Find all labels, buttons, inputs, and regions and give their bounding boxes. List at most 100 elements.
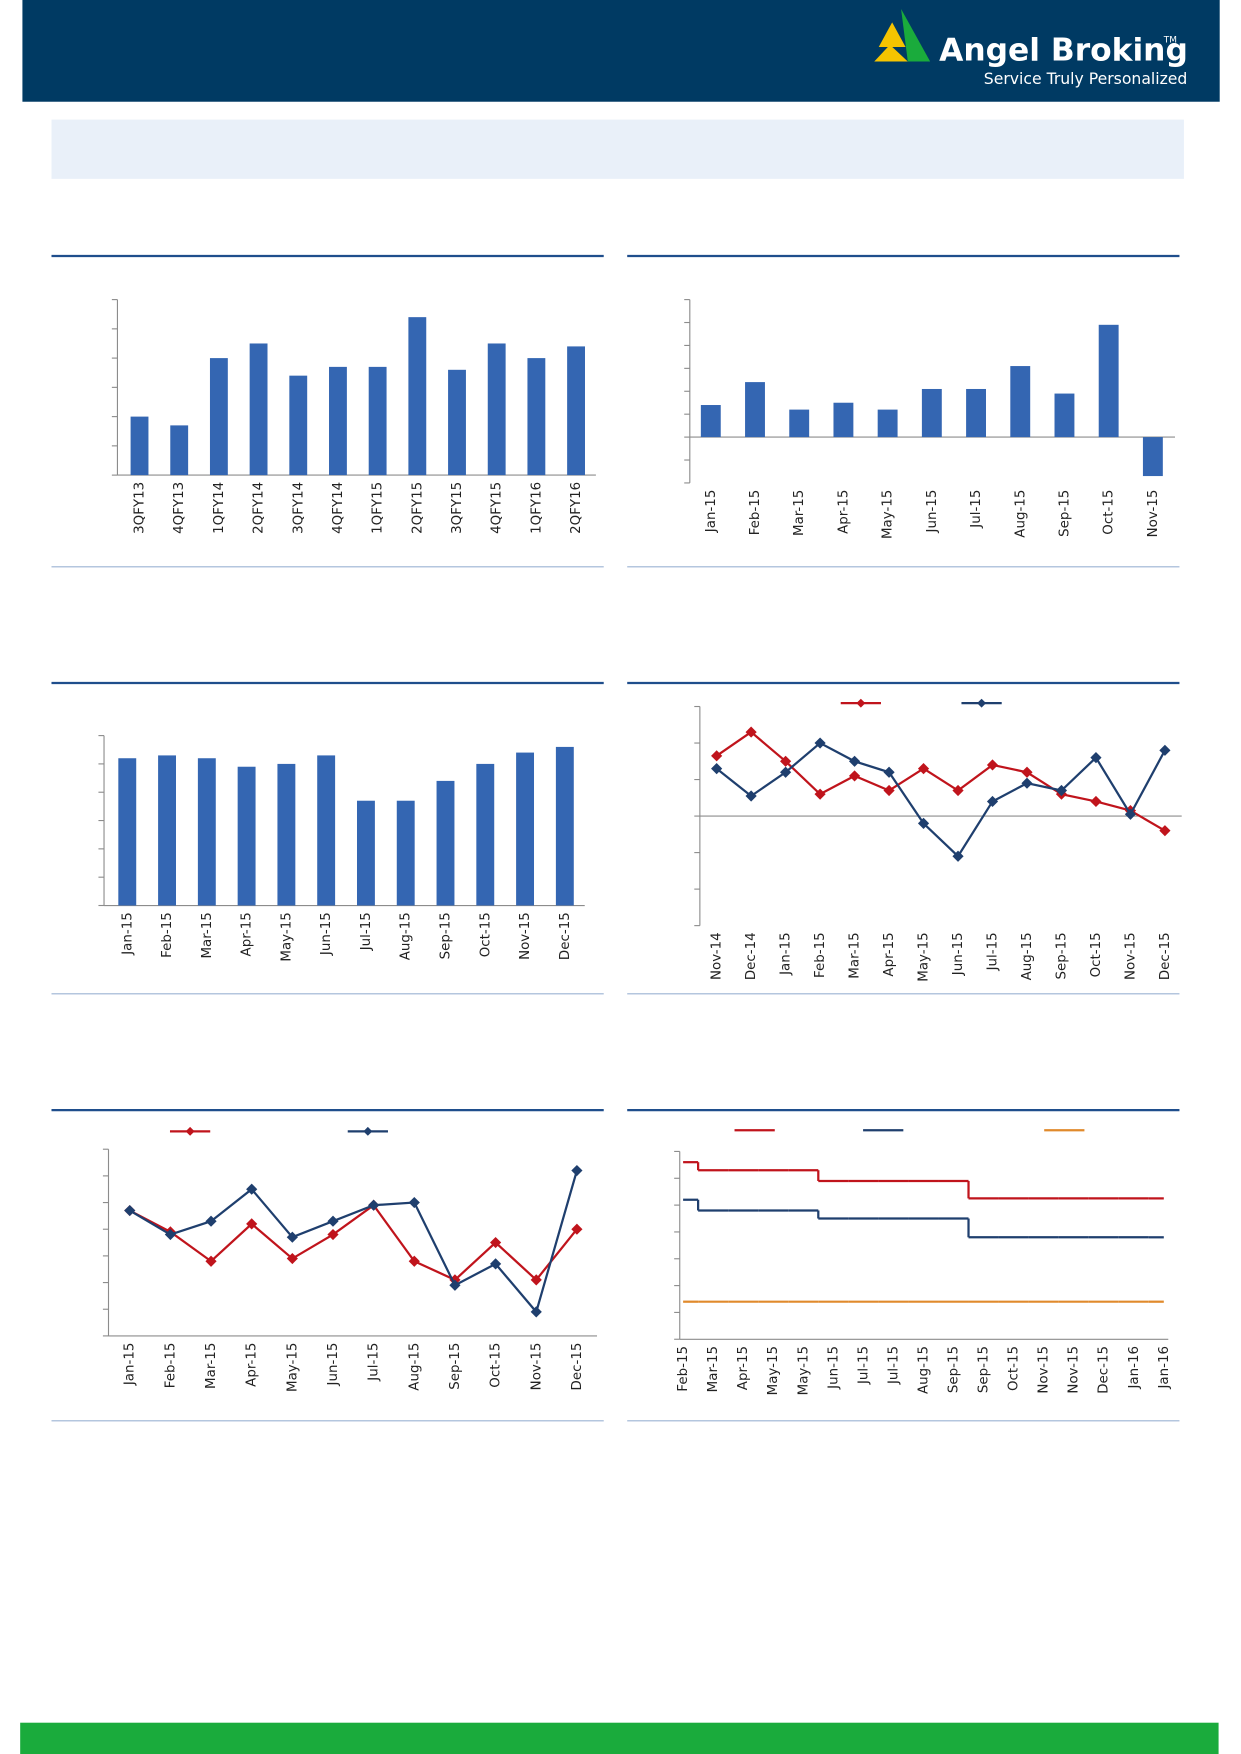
x-tick-label: Aug-15 (1013, 490, 1028, 538)
x-tick-label: 1QFY16 (529, 482, 544, 534)
x-tick-label: Feb-15 (676, 1346, 691, 1392)
x-tick-label: Sep-15 (1057, 490, 1072, 537)
point-marker (124, 1204, 136, 1217)
x-tick-label: Sep-15 (448, 1343, 463, 1390)
panel-rules (51, 254, 1180, 1112)
x-tick-label: Apr-15 (882, 932, 897, 976)
line-series (129, 1170, 578, 1315)
bar (1142, 437, 1163, 477)
x-tick-label: Apr-15 (240, 912, 255, 956)
x-tick-label: Apr-15 (736, 1346, 751, 1390)
bar (476, 763, 495, 906)
x-tick-label: Aug-15 (399, 912, 414, 960)
bar (921, 388, 942, 438)
x-tick-label: Dec-14 (744, 932, 759, 980)
footer-band (20, 1722, 1219, 1754)
x-tick-label: Jan-16 (1127, 1346, 1142, 1390)
x-tick-label: 2QFY16 (569, 482, 584, 534)
x-tick-label: Jul-15 (986, 932, 1001, 971)
point-marker (408, 1255, 420, 1267)
x-tick-label: 2QFY14 (252, 482, 267, 534)
bar (130, 416, 149, 476)
logo-icon (874, 8, 931, 62)
point-marker (490, 1236, 502, 1249)
logo-name: Angel Broking (939, 32, 1188, 68)
x-tick-label: Sep-15 (1054, 932, 1069, 979)
x-tick-label: Jan-15 (123, 1343, 138, 1387)
x-tick-label: Sep-15 (977, 1346, 992, 1393)
point-marker (848, 755, 861, 767)
bar (118, 758, 137, 906)
title-box (51, 119, 1184, 179)
bar (289, 375, 308, 476)
point-marker (780, 766, 792, 778)
bar (436, 780, 455, 906)
x-tick-label: May-15 (917, 932, 932, 981)
point-marker (917, 763, 930, 775)
bar (487, 343, 506, 476)
x-tick-label: Sep-15 (946, 1346, 961, 1393)
x-tick-label: Sep-15 (439, 912, 454, 959)
bar (356, 800, 375, 906)
point-marker (883, 784, 895, 797)
x-tick-label: 3QFY13 (133, 482, 148, 534)
point-marker (408, 1196, 420, 1209)
x-tick-label: Feb-15 (160, 912, 175, 958)
bar (833, 402, 854, 438)
legend-marker (185, 1126, 195, 1136)
bar (396, 800, 415, 906)
x-tick-label: Jul-15 (856, 1346, 871, 1385)
bar (567, 346, 585, 476)
bar (555, 746, 574, 906)
bar (877, 409, 898, 438)
bar (516, 752, 535, 906)
x-tick-label: Mar-15 (200, 912, 215, 958)
bar (527, 358, 546, 476)
x-tick-label: 1QFY14 (212, 482, 227, 534)
x-tick-label: Aug-15 (1020, 932, 1035, 980)
legend-marker (856, 698, 866, 708)
x-tick-label: 4QFY15 (490, 482, 505, 534)
point-marker (1090, 795, 1102, 808)
x-tick-label: Aug-15 (916, 1346, 931, 1394)
point-marker (1090, 752, 1102, 764)
line-series (129, 1203, 578, 1282)
x-tick-label: Jun-15 (826, 1346, 841, 1390)
point-marker (571, 1164, 583, 1177)
x-tick-label: 2QFY15 (410, 482, 425, 534)
logo-tm: TM (1163, 35, 1177, 45)
point-marker (1055, 784, 1068, 797)
legend-marker (977, 698, 987, 708)
bar (448, 369, 466, 476)
point-marker (286, 1231, 298, 1243)
bar (317, 755, 336, 906)
bar (277, 763, 296, 906)
x-tick-label: Jun-15 (925, 490, 940, 534)
x-tick-label: Feb-15 (748, 490, 763, 536)
point-marker (1159, 825, 1171, 837)
x-tick-label: Dec-15 (1097, 1346, 1112, 1394)
x-tick-label: 4QFY14 (331, 482, 346, 534)
bar (368, 366, 387, 476)
x-tick-label: Mar-15 (204, 1343, 219, 1389)
point-marker (205, 1215, 217, 1227)
point-marker (848, 770, 861, 782)
x-tick-label: Jun-15 (319, 912, 334, 956)
x-tick-label: 3QFY14 (291, 482, 306, 534)
bar (249, 343, 268, 476)
x-tick-label: Oct-15 (1089, 932, 1104, 977)
x-tick-label: 1QFY15 (371, 482, 386, 534)
x-tick-label: Jun-15 (951, 932, 966, 976)
point-marker (1159, 744, 1171, 756)
x-tick-label: Nov-14 (710, 932, 725, 980)
x-tick-label: Jan-15 (704, 490, 719, 534)
point-marker (1124, 808, 1137, 820)
x-tick-label: Jan-15 (120, 912, 135, 956)
x-tick-label: Nov-15 (529, 1343, 544, 1391)
x-tick-label: Jan-15 (779, 932, 794, 976)
x-tick-label: Mar-15 (792, 490, 807, 536)
bar (1010, 366, 1031, 438)
x-tick-label: May-15 (285, 1343, 300, 1392)
